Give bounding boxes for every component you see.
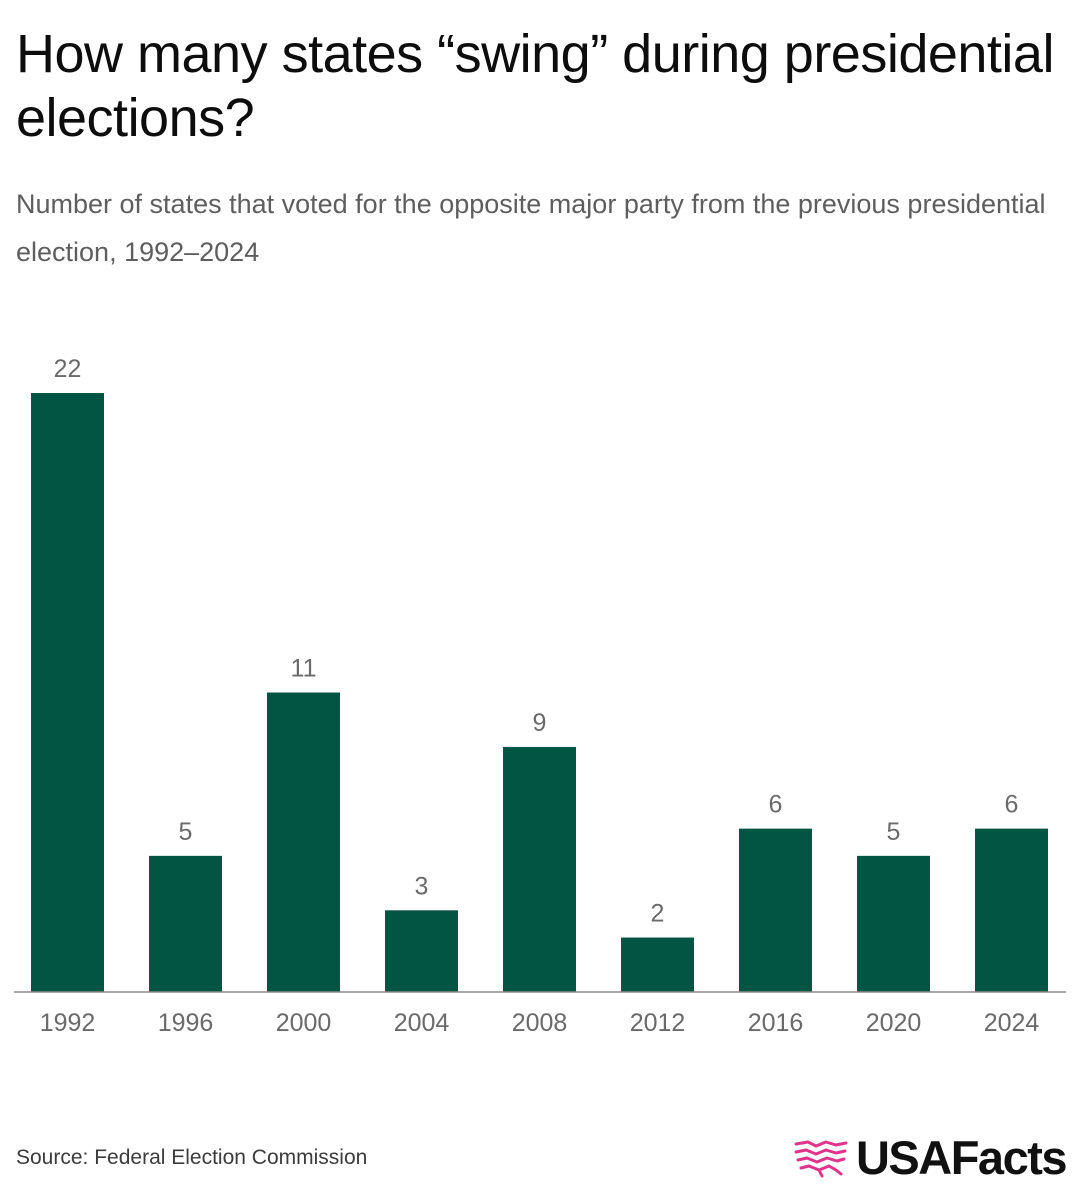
bar-2012[interactable] [621, 937, 694, 992]
bar-chart: 22 1992 5 1996 11 2000 3 2004 9 2008 2 2012 6 2016 5 20… [14, 355, 1066, 1037]
category-label-1992: 1992 [40, 1009, 96, 1037]
bars-layer [31, 393, 1048, 992]
category-label-2004: 2004 [394, 1009, 450, 1037]
category-label-1996: 1996 [158, 1009, 214, 1037]
value-label-2016: 6 [769, 791, 783, 819]
bar-1996[interactable] [149, 855, 222, 992]
bar-2016[interactable] [739, 828, 812, 992]
category-label-2012: 2012 [630, 1009, 686, 1037]
value-label-2004: 3 [415, 872, 429, 900]
category-label-2016: 2016 [748, 1009, 804, 1037]
category-label-2000: 2000 [276, 1009, 332, 1037]
chart-subtitle: Number of states that voted for the oppo… [16, 189, 1046, 267]
bar-2000[interactable] [267, 692, 340, 993]
usafacts-logo[interactable]: USAFacts [792, 1130, 1068, 1186]
labels-layer: 22 1992 5 1996 11 2000 3 2004 9 2008 2 2012 6 2016 5 20… [40, 355, 1040, 1037]
bar-2004[interactable] [385, 910, 458, 992]
bar-1992[interactable] [31, 393, 104, 992]
value-label-2000: 11 [291, 655, 317, 683]
value-label-1996: 5 [179, 818, 193, 846]
bar-2020[interactable] [857, 855, 930, 992]
value-label-1992: 22 [54, 355, 82, 383]
category-label-2024: 2024 [984, 1009, 1040, 1037]
value-label-2012: 2 [651, 900, 665, 928]
chart-title: How many states “swing” during president… [16, 24, 1054, 148]
category-label-2008: 2008 [512, 1009, 568, 1037]
value-label-2020: 5 [887, 818, 901, 846]
us-map-stripes-icon [794, 1140, 848, 1178]
source-note: Source: Federal Election Commission [16, 1146, 368, 1169]
category-label-2020: 2020 [866, 1009, 922, 1037]
bar-2024[interactable] [975, 828, 1048, 992]
value-label-2024: 6 [1005, 791, 1019, 819]
bar-2008[interactable] [503, 746, 576, 992]
value-label-2008: 9 [533, 709, 547, 737]
brand-name: USAFacts [855, 1131, 1068, 1184]
